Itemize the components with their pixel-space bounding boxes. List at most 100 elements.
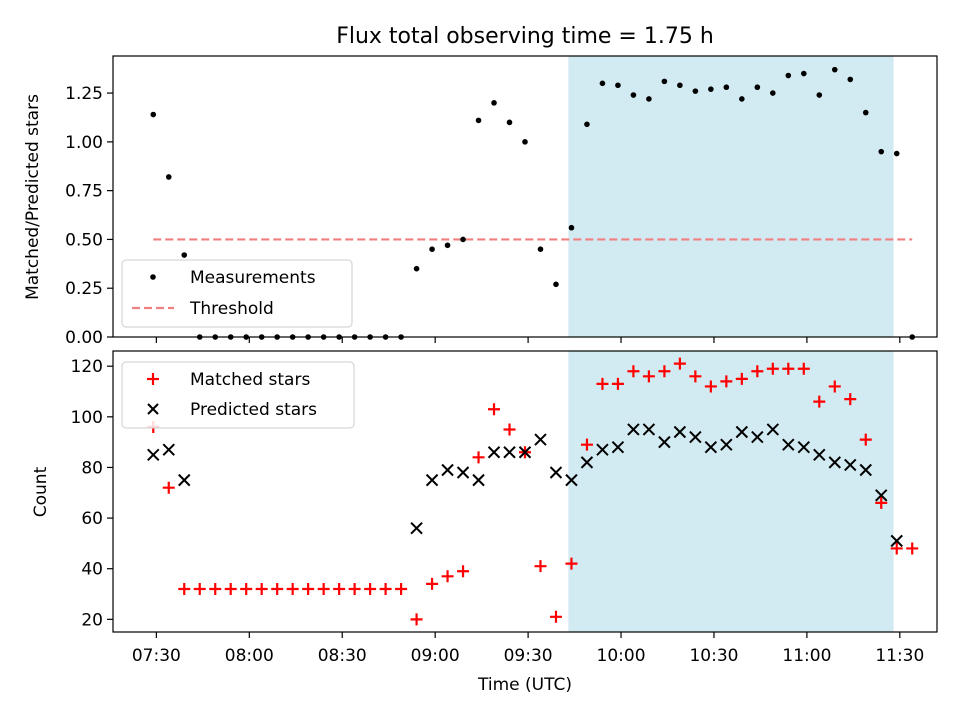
- matched-star-point: [565, 557, 578, 570]
- predicted-star-point: [410, 521, 423, 535]
- measurement-point: [646, 96, 652, 102]
- predicted-star-point: [425, 473, 439, 487]
- matched-star-point: [503, 423, 516, 436]
- measurements-series: [150, 66, 916, 340]
- measurement-point: [491, 100, 497, 106]
- matched-star-point: [828, 380, 841, 393]
- matched-star-point: [735, 372, 748, 385]
- y-tick-label: 20: [81, 610, 103, 630]
- legend-entry-threshold: Threshold: [189, 299, 274, 319]
- predicted-star-point: [797, 440, 811, 454]
- measurement-point: [677, 82, 683, 89]
- y-tick-label: 0.25: [65, 279, 103, 299]
- predicted-star-point: [611, 440, 625, 454]
- measurement-point: [630, 92, 637, 98]
- predicted-star-point: [689, 430, 702, 444]
- measurement-point: [150, 111, 157, 118]
- bottom-panel: 20 40 60 80 100 120 07:30 08:00 08:30 09:00 09:30…: [31, 350, 938, 695]
- predicted-star-point: [875, 489, 888, 502]
- measurement-point: [847, 76, 854, 83]
- x-tick-label: 11:30: [875, 646, 924, 666]
- predicted-star-point: [456, 466, 470, 479]
- predicted-star-point: [642, 423, 656, 436]
- chart-title: Flux total observing time = 1.75 h: [336, 24, 714, 49]
- measurement-point: [615, 82, 621, 89]
- measurement-point: [599, 80, 606, 87]
- matched-star-point: [488, 403, 501, 416]
- matched-star-point: [379, 582, 392, 595]
- predicted-star-point: [704, 440, 718, 454]
- top-x-axis-ticks: [155, 337, 901, 343]
- x-tick-label: 07:30: [132, 646, 181, 666]
- top-panel: Flux total observing time = 1.75 h 0.000…: [23, 24, 938, 348]
- matched-star-point: [859, 433, 872, 446]
- measurement-point: [739, 96, 745, 102]
- y-tick-label: 60: [81, 509, 103, 529]
- measurement-point: [770, 90, 776, 96]
- predicted-star-point: [178, 473, 191, 487]
- matched-star-point: [689, 370, 702, 383]
- predicted-star-point: [751, 430, 764, 444]
- matched-star-point: [302, 582, 315, 595]
- measurement-point: [522, 139, 528, 145]
- predicted-star-point: [673, 425, 687, 439]
- predicted-star-point: [534, 433, 547, 446]
- measurement-point: [862, 109, 869, 116]
- measurement-point: [723, 84, 730, 91]
- matched-star-point: [286, 582, 299, 595]
- y-tick-label: 1.00: [65, 133, 103, 153]
- measurement-point: [816, 92, 823, 98]
- y-tick-label: 0.50: [65, 230, 103, 250]
- matched-star-point: [348, 582, 361, 595]
- legend-entry-predicted-stars: Predicted stars: [190, 400, 317, 420]
- x-tick-label: 09:30: [504, 646, 553, 666]
- x-tick-label: 11:00: [782, 646, 831, 666]
- matched-star-point: [890, 542, 903, 555]
- x-tick-label: 10:00: [597, 646, 646, 666]
- matched-stars-legend-marker: [147, 373, 159, 385]
- predicted-star-point: [735, 425, 749, 439]
- predicted-star-point: [518, 446, 532, 459]
- top-y-axis-label: Matched/Predicted stars: [23, 94, 43, 300]
- top-shaded-observing-window: [568, 56, 894, 337]
- predicted-star-point: [441, 463, 454, 477]
- matched-star-point: [704, 380, 717, 393]
- y-tick-label: 1.25: [65, 84, 103, 104]
- measurement-point: [893, 150, 900, 157]
- matched-star-point: [333, 582, 346, 595]
- matched-star-point: [255, 582, 268, 595]
- matched-star-point: [580, 438, 593, 451]
- bottom-y-axis-ticks: 20 40 60 80 100 120: [71, 357, 113, 630]
- matched-star-point: [457, 565, 470, 578]
- matched-star-point: [658, 365, 671, 378]
- predicted-star-point: [813, 448, 826, 462]
- measurement-point: [429, 246, 435, 252]
- matched-star-point: [271, 582, 284, 595]
- predicted-star-point: [565, 473, 578, 487]
- x-tick-label: 08:00: [225, 646, 274, 666]
- matched-star-point: [875, 496, 888, 509]
- measurement-point: [568, 224, 575, 231]
- bottom-shaded-region-layer: [568, 351, 894, 632]
- x-tick-label: 08:30: [318, 646, 367, 666]
- predicted-star-point: [859, 463, 872, 477]
- matched-star-point: [813, 395, 826, 408]
- matched-star-point: [426, 577, 439, 590]
- measurements-legend-marker: [150, 274, 156, 280]
- measurement-point: [537, 246, 544, 252]
- measurement-point: [878, 148, 885, 155]
- predicted-star-point: [580, 456, 594, 469]
- x-tick-label: 10:30: [689, 646, 738, 666]
- matched-star-point: [193, 582, 206, 595]
- y-tick-label: 120: [71, 357, 103, 377]
- x-tick-label: 09:00: [411, 646, 460, 666]
- top-legend-box: [121, 259, 353, 328]
- predicted-star-point: [766, 423, 780, 436]
- y-tick-label: 80: [81, 458, 103, 478]
- matched-star-point: [472, 451, 485, 464]
- matched-star-point: [364, 582, 377, 595]
- predicted-star-point: [147, 448, 160, 462]
- top-y-axis-ticks: 0.00 0.25 0.50 0.75 1.00 1.25: [65, 84, 113, 348]
- measurement-point: [460, 236, 466, 243]
